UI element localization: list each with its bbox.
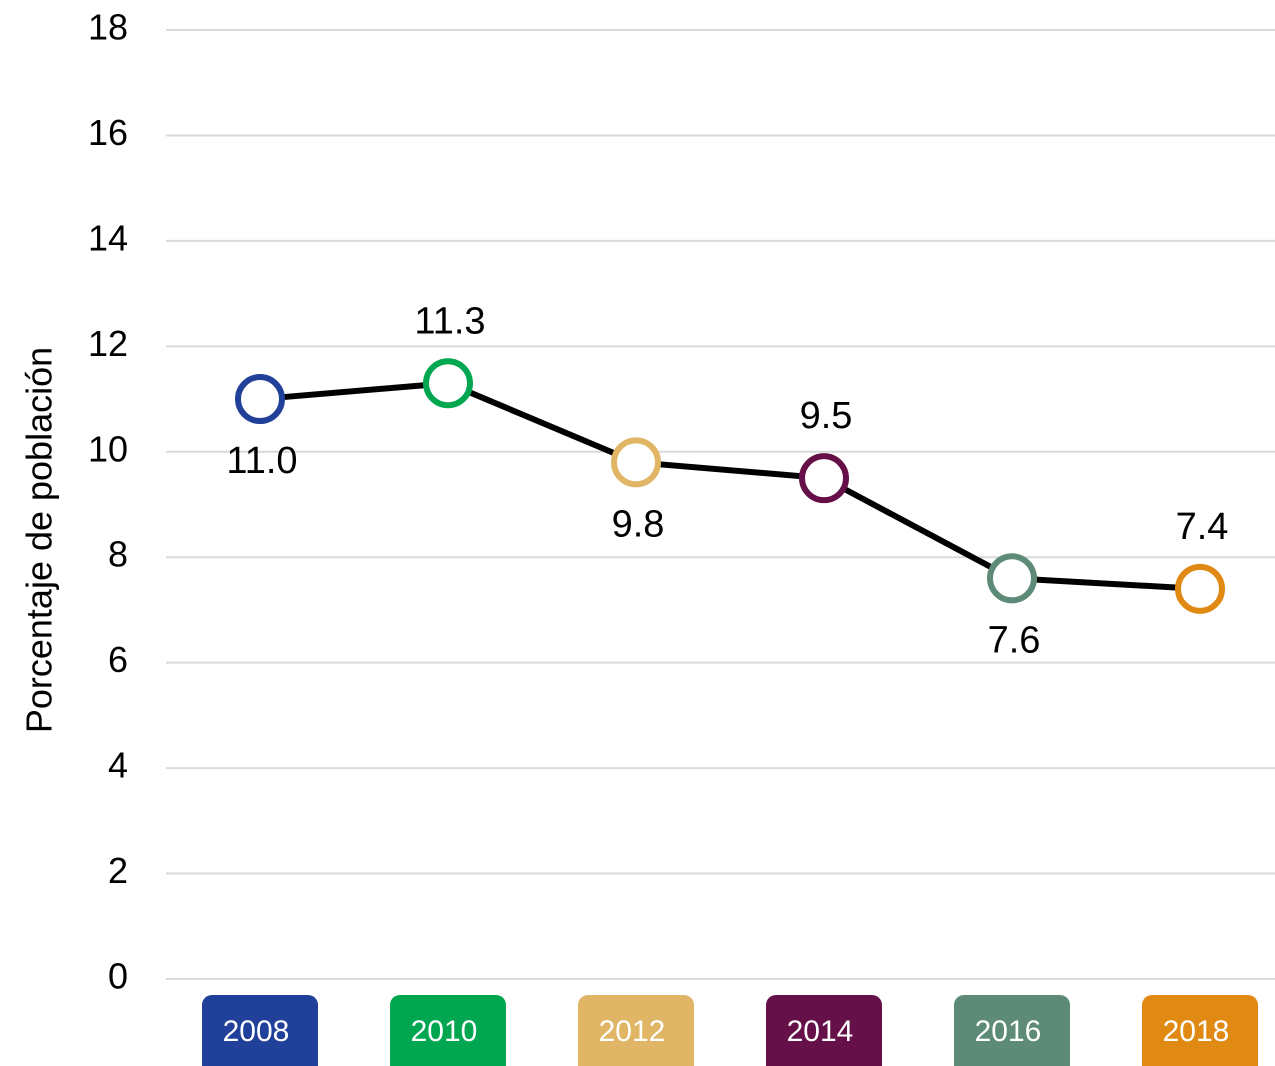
x-tick-label: 2016 (975, 1015, 1042, 1048)
x-tick-label: 2008 (223, 1015, 290, 1048)
y-tick-label: 6 (108, 639, 128, 680)
y-tick-label: 10 (88, 428, 128, 469)
value-label: 11.0 (226, 440, 297, 482)
category-badge (578, 995, 694, 1066)
value-label: 11.3 (414, 300, 485, 342)
value-label: 7.4 (1176, 506, 1229, 548)
x-tick-label: 2018 (1163, 1015, 1230, 1048)
marker (987, 553, 1037, 604)
marker (799, 453, 849, 504)
y-tick-label: 12 (88, 323, 128, 364)
value-label: 7.6 (988, 619, 1041, 661)
line (259, 380, 1201, 592)
y-tick-label: 8 (108, 534, 128, 575)
y-tick-label: 2 (108, 850, 128, 891)
marker (1175, 563, 1225, 614)
category-badge (1142, 995, 1258, 1066)
x-tick-label: 2010 (411, 1015, 478, 1048)
marker (611, 437, 661, 488)
x-tick-label: 2014 (787, 1015, 854, 1048)
category-badge (954, 995, 1070, 1066)
value-label: 9.8 (612, 503, 665, 545)
y-tick-label: 4 (108, 745, 128, 786)
category-badge (390, 995, 506, 1066)
y-tick-label: 0 (108, 956, 128, 997)
marker (423, 358, 473, 409)
category-badge (202, 995, 318, 1066)
y-axis-label: Porcentaje de población (19, 347, 60, 733)
y-tick-label: 14 (88, 217, 128, 258)
value-label: 9.5 (800, 395, 853, 437)
category-badge (766, 995, 882, 1066)
x-tick-label: 2012 (599, 1015, 666, 1048)
marker (235, 374, 285, 425)
y-tick-label: 18 (88, 7, 128, 48)
y-tick-label: 16 (88, 112, 128, 153)
